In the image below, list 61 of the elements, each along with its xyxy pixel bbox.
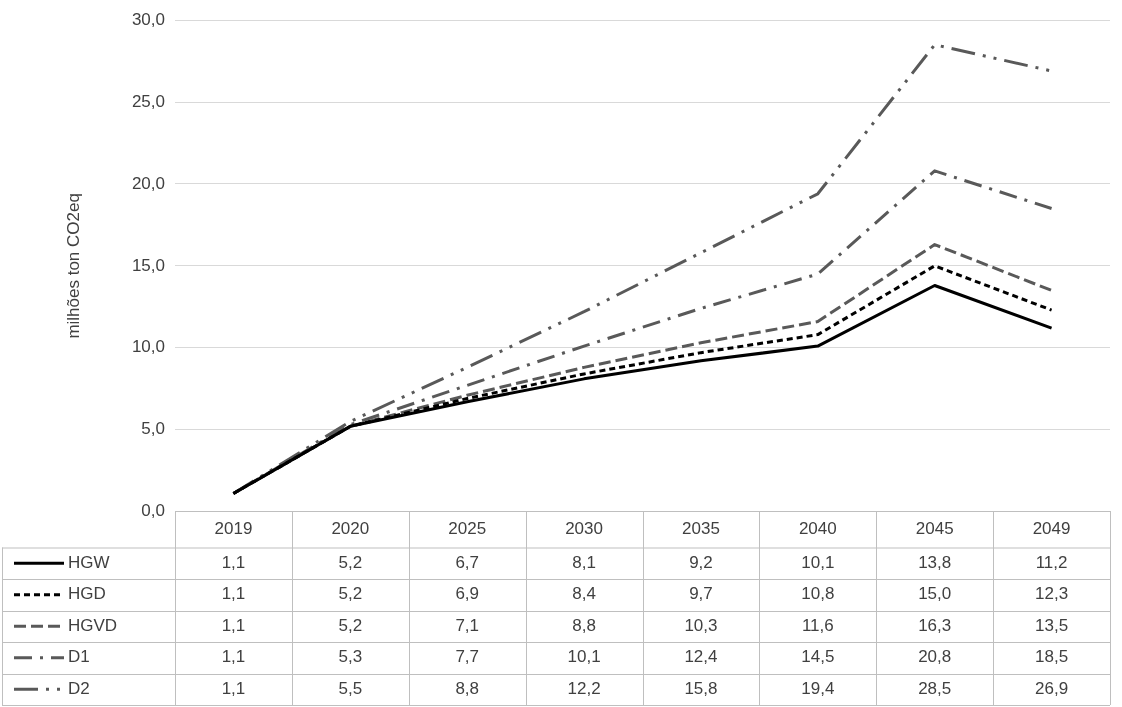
data-label: 10,8 xyxy=(801,584,835,604)
data-label: 7,1 xyxy=(455,615,480,635)
x-tick-label: 2035 xyxy=(682,519,720,539)
data-label: 13,8 xyxy=(918,552,952,572)
y-tick-label: 15,0 xyxy=(131,255,165,275)
data-label: 1,1 xyxy=(221,552,246,572)
data-label: 8,1 xyxy=(572,552,596,572)
data-label: 19,4 xyxy=(801,678,835,698)
data-label: 12,3 xyxy=(1035,584,1069,604)
y-tick-label: 10,0 xyxy=(131,337,165,357)
legend-label: HGW xyxy=(68,552,110,572)
data-label: 15,8 xyxy=(684,678,718,698)
data-label: 1,1 xyxy=(221,584,246,604)
legend-label: HGVD xyxy=(68,615,118,635)
y-tick-label: 30,0 xyxy=(131,9,165,29)
data-label: 10,1 xyxy=(567,647,601,667)
y-tick-label: 0,0 xyxy=(141,501,165,521)
data-label: 1,1 xyxy=(221,647,246,667)
data-label: 6,9 xyxy=(455,584,480,604)
data-label: 9,2 xyxy=(689,552,713,572)
y-tick-label: 25,0 xyxy=(131,91,165,111)
data-label: 18,5 xyxy=(1035,647,1069,667)
data-label: 5,2 xyxy=(338,552,363,572)
data-label: 7,7 xyxy=(455,647,480,667)
x-tick-label: 2020 xyxy=(331,519,370,539)
data-label: 15,0 xyxy=(918,584,952,604)
data-label: 9,7 xyxy=(689,584,713,604)
data-label: 8,8 xyxy=(455,678,480,698)
y-tick-label: 20,0 xyxy=(131,173,165,193)
x-tick-label: 2030 xyxy=(565,519,603,539)
data-label: 1,1 xyxy=(221,615,246,635)
x-tick-label: 2049 xyxy=(1032,519,1071,539)
data-label: 5,3 xyxy=(338,647,363,667)
data-label: 8,8 xyxy=(572,615,596,635)
y-axis-title: milhões ton CO2eq xyxy=(63,193,83,339)
data-label: 20,8 xyxy=(918,647,952,667)
data-label: 12,2 xyxy=(567,678,601,698)
legend-label: D2 xyxy=(68,678,90,698)
data-label: 5,5 xyxy=(338,678,363,698)
data-label: 1,1 xyxy=(221,678,246,698)
x-tick-label: 2045 xyxy=(915,519,954,539)
data-label: 6,7 xyxy=(455,552,480,572)
data-label: 5,2 xyxy=(338,584,363,604)
data-label: 10,3 xyxy=(684,615,718,635)
data-label: 10,1 xyxy=(801,552,835,572)
legend-label: D1 xyxy=(68,647,90,667)
data-label: 28,5 xyxy=(918,678,952,698)
data-label: 26,9 xyxy=(1035,678,1069,698)
data-label: 11,6 xyxy=(801,615,834,635)
data-label: 8,4 xyxy=(572,584,596,604)
data-label: 5,2 xyxy=(338,615,363,635)
data-label: 11,2 xyxy=(1035,552,1068,572)
x-tick-label: 2040 xyxy=(798,519,837,539)
data-label: 12,4 xyxy=(684,647,718,667)
legend-label: HGD xyxy=(68,584,106,604)
x-tick-label: 2019 xyxy=(214,519,253,539)
data-label: 14,5 xyxy=(801,647,835,667)
data-label: 13,5 xyxy=(1035,615,1069,635)
data-label: 16,3 xyxy=(918,615,952,635)
y-tick-label: 5,0 xyxy=(141,419,165,439)
x-tick-label: 2025 xyxy=(448,519,487,539)
